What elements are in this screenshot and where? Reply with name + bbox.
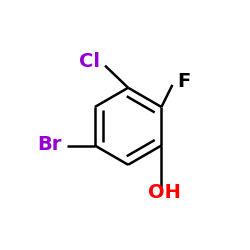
Text: Cl: Cl	[79, 52, 100, 71]
Text: OH: OH	[148, 183, 181, 202]
Text: F: F	[177, 72, 190, 92]
Text: Br: Br	[37, 135, 62, 154]
